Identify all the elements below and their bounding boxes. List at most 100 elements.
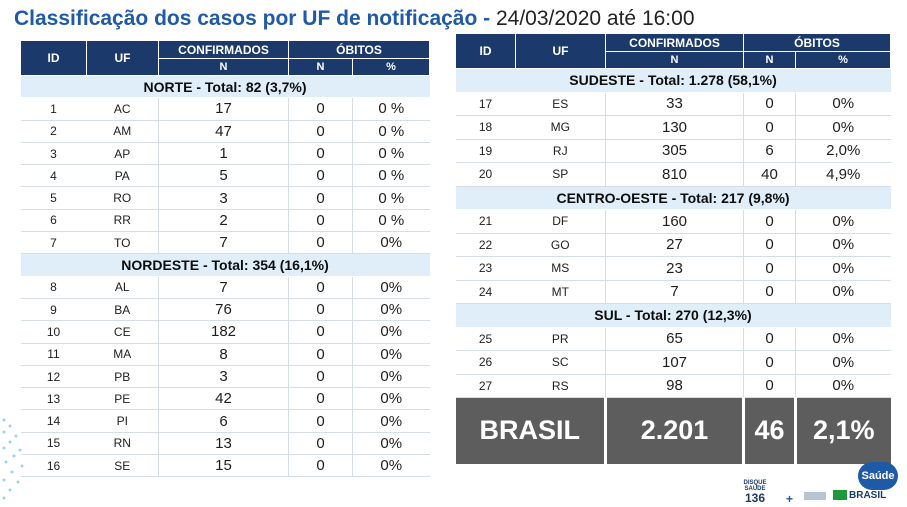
cell-obitos-pct: 0%	[351, 276, 430, 299]
region-row: SUDESTE - Total: 1.278 (58,1%)	[455, 68, 891, 93]
cell-confirmados: 15	[158, 454, 289, 478]
cell-obitos: 40	[743, 162, 796, 187]
cell-uf: AP	[86, 142, 159, 166]
cell-obitos: 0	[743, 233, 796, 257]
cell-id: 18	[455, 115, 516, 140]
cell-confirmados: 130	[605, 115, 744, 140]
cell-obitos: 0	[743, 115, 796, 140]
table-row: 17 ES 33 0 0%	[455, 92, 891, 116]
cell-confirmados: 76	[158, 298, 289, 322]
cell-id: 1	[20, 97, 87, 121]
cell-uf: CE	[86, 320, 159, 344]
cell-confirmados: 7	[158, 276, 289, 299]
cell-obitos: 0	[288, 97, 353, 121]
cell-obitos: 0	[288, 432, 353, 456]
table-row: 6 RR 2 0 0 %	[20, 209, 430, 233]
cell-id: 17	[455, 92, 516, 116]
cell-id: 26	[455, 350, 516, 375]
cell-obitos: 0	[288, 120, 353, 143]
cell-confirmados: 2	[158, 209, 289, 233]
table-row: 22 GO 27 0 0%	[455, 233, 891, 257]
cell-confirmados: 810	[605, 162, 744, 187]
table-row: 19 RJ 305 6 2,0%	[455, 139, 891, 163]
cell-id: 25	[455, 327, 516, 351]
cell-uf: TO	[86, 231, 159, 255]
cell-id: 2	[20, 120, 87, 143]
cell-obitos-pct: 0 %	[351, 120, 430, 143]
col-header-obitos-pct: %	[794, 51, 892, 69]
cell-id: 14	[20, 409, 87, 433]
cell-uf: PI	[86, 409, 159, 433]
cell-id: 15	[20, 432, 87, 456]
cell-uf: SP	[515, 162, 606, 187]
cell-obitos-pct: 0%	[794, 92, 891, 116]
cell-obitos: 0	[743, 256, 796, 281]
cell-id: 20	[455, 162, 516, 187]
table-row: 23 MS 23 0 0%	[455, 256, 891, 281]
cell-obitos-pct: 0 %	[351, 164, 430, 188]
disque-line1: DISQUE	[743, 480, 767, 486]
cell-obitos-pct: 0%	[351, 454, 430, 478]
col-header-obitos-n: N	[743, 51, 796, 69]
cell-obitos-pct: 4,9%	[794, 162, 891, 187]
col-header-conf-n: N	[605, 51, 744, 69]
total-obitos: 46	[742, 397, 796, 464]
cell-uf: DF	[515, 209, 606, 234]
region-row: NORDESTE - Total: 354 (16,1%)	[20, 253, 430, 277]
cell-confirmados: 8	[158, 343, 289, 366]
cell-obitos: 0	[288, 298, 353, 322]
disque-saude-logo: DISQUE SAÚDE 136	[738, 480, 772, 504]
region-row: NORTE - Total: 82 (3,7%)	[20, 75, 430, 99]
cell-confirmados: 107	[605, 350, 744, 375]
cell-id: 23	[455, 256, 516, 281]
cell-obitos-pct: 0%	[794, 209, 891, 234]
table-row: 5 RO 3 0 0 %	[20, 186, 430, 210]
cell-id: 11	[20, 343, 87, 366]
cell-obitos-pct: 0%	[794, 280, 891, 304]
cell-uf: AL	[86, 276, 159, 299]
cell-uf: MG	[515, 115, 606, 140]
cell-obitos-pct: 0 %	[351, 186, 430, 210]
col-header-conf-n: N	[158, 58, 289, 76]
cell-id: 3	[20, 142, 87, 166]
cell-confirmados: 7	[158, 231, 289, 255]
table-row: 1 AC 17 0 0 %	[20, 97, 430, 121]
decorative-dots	[2, 418, 24, 500]
cell-id: 9	[20, 298, 87, 322]
saude-badge: Saúde	[858, 462, 898, 490]
cell-confirmados: 7	[605, 280, 744, 304]
cell-confirmados: 65	[605, 327, 744, 351]
table-row: 13 PE 42 0 0%	[20, 387, 430, 411]
cell-id: 12	[20, 365, 87, 389]
cell-obitos-pct: 0%	[351, 231, 430, 255]
table-row: 12 PB 3 0 0%	[20, 365, 430, 389]
brasil-logo-text: BRASIL	[849, 490, 887, 501]
table-row: 3 AP 1 0 0 %	[20, 142, 430, 166]
total-label: BRASIL	[455, 397, 606, 464]
table-row: 26 SC 107 0 0%	[455, 350, 891, 375]
cell-confirmados: 6	[158, 409, 289, 433]
cell-obitos-pct: 0%	[351, 343, 430, 366]
cell-obitos: 0	[288, 186, 353, 210]
page-title: Classificação dos casos por UF de notifi…	[14, 4, 695, 34]
cell-obitos-pct: 0 %	[351, 97, 430, 121]
cell-uf: RO	[86, 186, 159, 210]
cell-obitos: 0	[288, 343, 353, 366]
cell-obitos: 0	[743, 327, 796, 351]
cell-obitos: 0	[288, 320, 353, 344]
cell-uf: RN	[86, 432, 159, 456]
cell-obitos-pct: 0 %	[351, 209, 430, 233]
cell-obitos-pct: 0%	[351, 298, 430, 322]
region-header: CENTRO-OESTE - Total: 217 (9,8%)	[455, 186, 891, 210]
region-row: SUL - Total: 270 (12,3%)	[455, 303, 891, 328]
cell-id: 21	[455, 209, 516, 234]
page-title-main: Classificação dos casos por UF de notifi…	[14, 7, 496, 30]
cell-obitos: 0	[288, 142, 353, 166]
table-row: 20 SP 810 40 4,9%	[455, 162, 891, 187]
cell-uf: SC	[515, 350, 606, 375]
table-row: 21 DF 160 0 0%	[455, 209, 891, 234]
cell-obitos-pct: 0%	[351, 320, 430, 344]
cell-obitos: 0	[288, 454, 353, 478]
cell-id: 13	[20, 387, 87, 411]
cell-obitos: 0	[743, 280, 796, 304]
